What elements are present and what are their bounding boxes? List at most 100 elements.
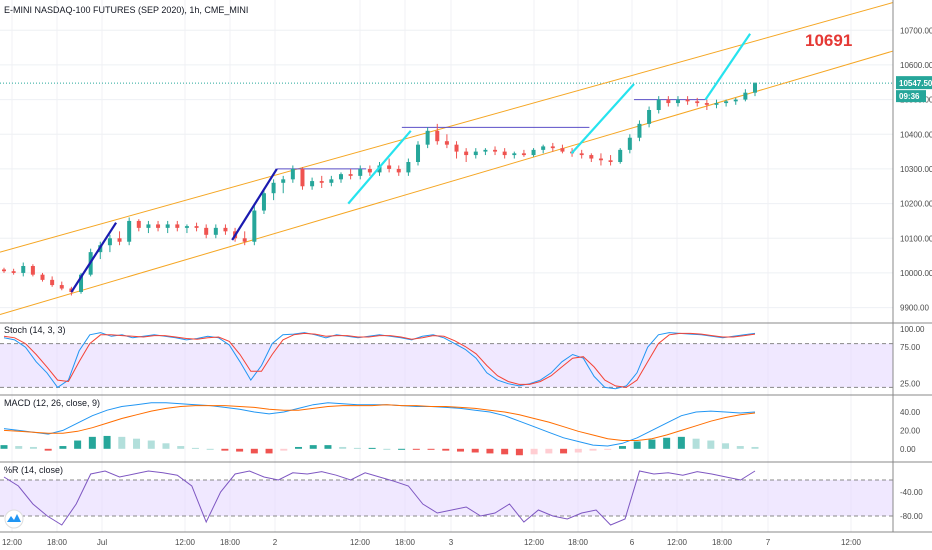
time-tick-label: 3	[449, 538, 454, 547]
macd-histogram-bar	[707, 440, 715, 449]
candle-body	[300, 168, 305, 187]
macd-histogram-bar	[560, 448, 568, 454]
candle-body	[435, 130, 440, 142]
macd-histogram-bar	[309, 445, 317, 449]
candle-body	[541, 146, 546, 150]
candle-body	[184, 226, 189, 228]
candle-body	[637, 123, 642, 138]
time-tick-label: 12:00	[841, 538, 862, 547]
candle-body	[396, 168, 401, 173]
candle-body	[338, 174, 343, 180]
last-price-label: 10547.50	[899, 79, 932, 88]
pane-tick-label: -40.00	[900, 488, 923, 497]
candle-body	[329, 179, 334, 183]
candle-body	[281, 179, 286, 183]
candle-body	[117, 238, 122, 242]
trend-line	[570, 83, 635, 155]
last-price-tag	[896, 76, 932, 90]
macd-histogram-bar	[751, 446, 759, 449]
candle-body	[589, 155, 594, 159]
candle-body	[666, 99, 671, 104]
price-tick-label: 10700.00	[900, 26, 932, 35]
candle-body	[271, 182, 276, 194]
pane-tick-label: 25.00	[900, 380, 921, 389]
time-tick-label: 12:00	[667, 538, 688, 547]
macd-histogram-bar	[118, 436, 126, 449]
candle-body	[675, 99, 680, 104]
candle-body	[685, 99, 690, 102]
candle-body	[406, 162, 411, 173]
candle-body	[40, 274, 45, 280]
macd-histogram-bar	[15, 446, 23, 449]
pane-tick-label: 0.00	[900, 445, 916, 454]
trend-line	[231, 168, 278, 241]
candle-body	[618, 149, 623, 162]
macd-histogram-bar	[236, 448, 244, 452]
macd-histogram-bar	[353, 447, 361, 449]
macd-histogram-bar	[736, 446, 744, 449]
candle-body	[531, 149, 536, 156]
pane-tick-label: 100.00	[900, 325, 925, 334]
price-tick-label: 10600.00	[900, 61, 932, 70]
candle-body	[319, 181, 324, 183]
time-tick-label: 18:00	[712, 538, 733, 547]
time-tick-label: 12:00	[524, 538, 545, 547]
signal-line	[3, 404, 756, 441]
macd-histogram-bar	[427, 448, 435, 450]
macd-histogram-bar	[648, 439, 656, 449]
macd-histogram-bar	[618, 446, 626, 449]
macd-histogram-bar	[501, 448, 509, 455]
candle-body	[464, 151, 469, 156]
macd-histogram-bar	[44, 448, 52, 451]
candle-body	[502, 151, 507, 156]
macd-pane	[0, 402, 759, 456]
time-tick-label: 6	[630, 538, 635, 547]
time-tick-label: 18:00	[568, 538, 589, 547]
candle-body	[743, 92, 748, 100]
williams-r-pane	[0, 470, 893, 526]
time-tick-label: 12:00	[175, 538, 196, 547]
candle-body	[367, 168, 372, 173]
time-tick-label: 18:00	[395, 538, 416, 547]
price-tick-label: 10300.00	[900, 165, 932, 174]
candle-body	[21, 266, 26, 273]
price-tick-label: 9900.00	[900, 304, 929, 313]
time-tick-label: 7	[766, 538, 771, 547]
trend-line	[70, 222, 118, 293]
macd-histogram-bar	[589, 448, 597, 451]
macd-histogram-bar	[515, 448, 523, 456]
candle-body	[213, 227, 218, 235]
macd-histogram-bar	[250, 448, 258, 454]
macd-histogram-bar	[530, 448, 538, 455]
macd-histogram-bar	[486, 448, 494, 454]
candle-body	[2, 269, 6, 272]
candle-body	[483, 149, 488, 152]
candle-body	[598, 158, 603, 161]
time-tick-label: 12:00	[350, 538, 371, 547]
countdown-label: 09:36	[899, 92, 920, 101]
time-tick-label: Jul	[97, 538, 107, 547]
candle-body	[348, 174, 353, 176]
text-layer: E-MINI NASDAQ-100 FUTURES (SEP 2020), 1h…	[4, 5, 248, 475]
candle-body	[30, 266, 35, 275]
macd-histogram-bar	[221, 448, 229, 451]
price-tick-label: 10400.00	[900, 130, 932, 139]
candle-body	[156, 224, 161, 228]
candle-body	[290, 168, 295, 180]
candle-body	[733, 99, 738, 102]
pane-tick-label: 40.00	[900, 408, 921, 417]
macd-histogram-bar	[133, 438, 141, 449]
macd-histogram-bar	[0, 445, 8, 449]
macd-histogram-bar	[722, 443, 730, 449]
macd-histogram-bar	[162, 443, 170, 449]
price-tick-label: 10200.00	[900, 200, 932, 209]
candle-body	[136, 220, 141, 228]
candle-body	[627, 137, 632, 150]
candle-body	[753, 83, 757, 93]
oscillator-band	[0, 343, 893, 388]
macd-histogram-bar	[280, 448, 288, 451]
candle-body	[204, 227, 209, 235]
candle-body	[194, 226, 199, 228]
candle-body	[695, 101, 700, 104]
